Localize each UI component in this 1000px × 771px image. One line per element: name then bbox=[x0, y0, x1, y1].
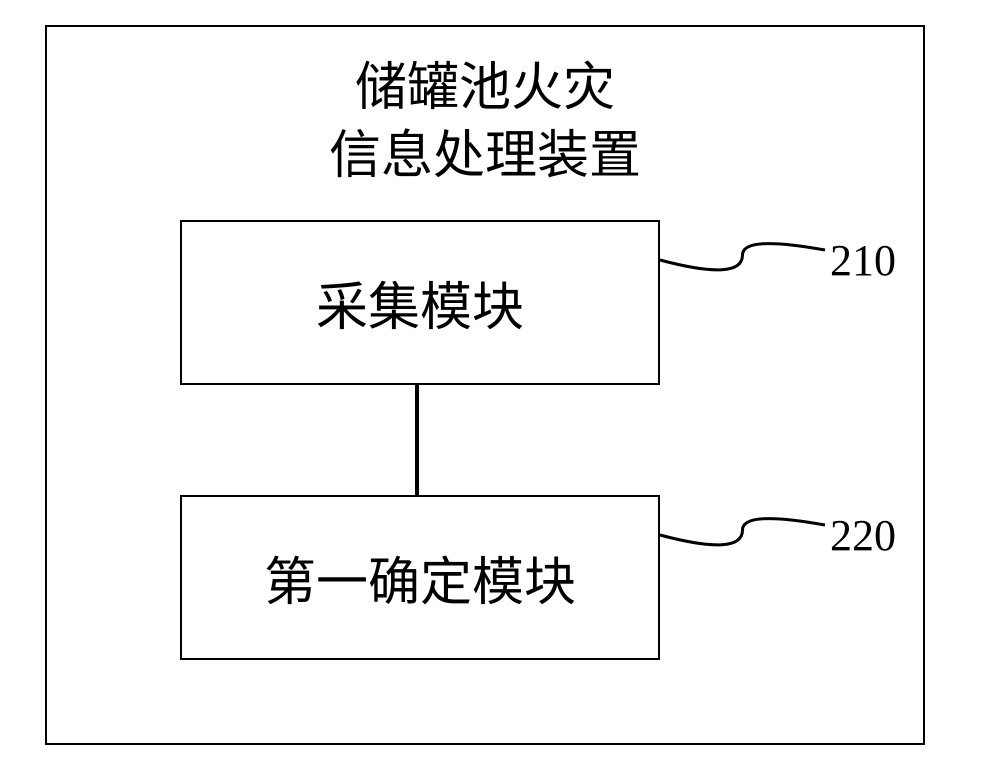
first-determination-module: 第一确定模块 bbox=[180, 495, 660, 660]
module-2-label: 220 bbox=[830, 510, 896, 561]
collection-module: 采集模块 bbox=[180, 220, 660, 385]
label-curve-1 bbox=[650, 220, 835, 290]
label-curve-2 bbox=[650, 495, 835, 565]
collection-module-text: 采集模块 bbox=[316, 265, 524, 340]
connector bbox=[415, 385, 419, 495]
title-line1: 储罐池火灾 bbox=[300, 55, 670, 123]
module-1-label: 210 bbox=[830, 235, 896, 286]
title-line2: 信息处理装置 bbox=[300, 123, 670, 191]
first-determination-module-text: 第一确定模块 bbox=[264, 540, 576, 615]
diagram-title: 储罐池火灾 信息处理装置 bbox=[300, 55, 670, 190]
